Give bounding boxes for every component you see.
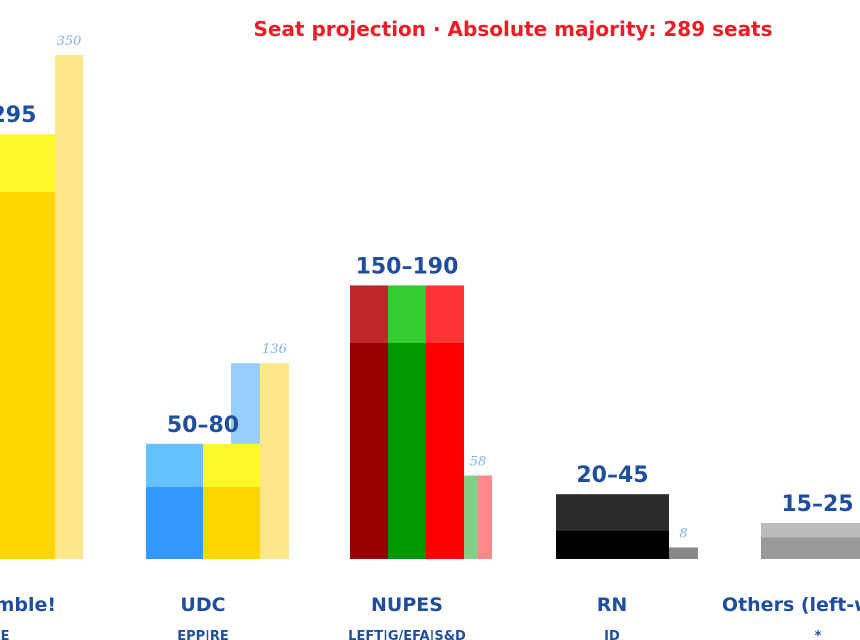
bar-high-segment xyxy=(556,494,669,531)
bar-high-segment xyxy=(203,443,260,487)
previous-result-bar xyxy=(478,475,492,559)
previous-result-bar xyxy=(464,475,478,559)
previous-result-label: 58 xyxy=(470,454,487,469)
party-name-label: RN xyxy=(597,594,628,616)
seat-range-label: 255–295 xyxy=(0,103,36,128)
chart-title: Seat projection · Absolute majority: 289… xyxy=(253,17,772,41)
bar-low-segment xyxy=(146,487,203,559)
bars-layer: 350 255–295 Ensemble! RE 136 50–80 UDC EPP|RE 58… xyxy=(0,34,860,640)
party-group-label: EPP|RE xyxy=(177,629,229,640)
party-group-label: ID xyxy=(604,629,620,640)
seat-range-label: 20–45 xyxy=(576,463,648,488)
party-group-label: LEFT|G/EFA|S&D xyxy=(348,629,466,640)
bar-high-segment xyxy=(146,443,203,487)
party-group-label: RE xyxy=(0,629,9,640)
seat-range-label: 50–80 xyxy=(167,413,239,438)
previous-result-bar xyxy=(231,363,260,444)
bar-high-segment xyxy=(0,134,55,192)
seat-range-label: 150–190 xyxy=(356,254,459,279)
bar-low-segment xyxy=(350,343,388,559)
previous-result-label: 8 xyxy=(679,526,687,541)
bar-high-segment xyxy=(350,285,388,343)
party-name-label: Others (left-wing) xyxy=(722,594,860,616)
previous-result-bar xyxy=(55,55,83,559)
bar-low-segment xyxy=(556,530,669,559)
previous-result-bar xyxy=(669,547,698,559)
bar-high-segment xyxy=(761,523,860,538)
bar-low-segment xyxy=(426,343,464,559)
party-name-label: UDC xyxy=(180,594,225,616)
previous-result-label: 136 xyxy=(262,342,287,357)
seat-range-label: 15–25 xyxy=(781,492,853,517)
previous-result-label: 350 xyxy=(57,34,82,49)
party-group-label: * xyxy=(815,629,822,640)
party-name-label: Ensemble! xyxy=(0,594,56,616)
previous-result-bar xyxy=(260,363,289,559)
party-name-label: NUPES xyxy=(371,594,443,616)
bar-low-segment xyxy=(0,191,55,560)
bar-high-segment xyxy=(388,285,426,343)
bar-low-segment xyxy=(761,537,860,559)
bar-high-segment xyxy=(426,285,464,343)
bar-low-segment xyxy=(388,343,426,559)
bar-low-segment xyxy=(203,487,260,559)
